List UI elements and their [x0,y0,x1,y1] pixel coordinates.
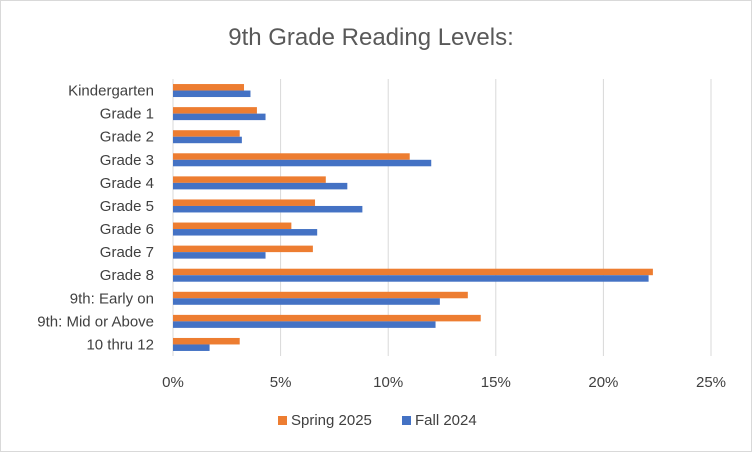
bars [173,84,653,351]
category-label: Kindergarten [68,83,154,100]
bar-fall-2024 [173,182,348,190]
x-tick-label: 25% [696,374,726,391]
bar-spring-2025 [173,199,316,206]
legend-label: Spring 2025 [291,412,372,429]
legend: Spring 2025 Fall 2024 [278,412,477,429]
bar-fall-2024 [173,113,266,121]
x-tick-label: 20% [588,374,618,391]
legend-swatch [402,416,411,425]
bar-fall-2024 [173,205,363,213]
bar-fall-2024 [173,275,649,282]
x-tick-label: 5% [270,374,292,391]
legend-swatch [278,416,287,425]
bar-spring-2025 [173,245,313,253]
x-tick-label: 10% [373,374,403,391]
bar-spring-2025 [173,176,326,183]
bar-fall-2024 [173,136,242,144]
bar-spring-2025 [173,153,410,160]
category-labels: Kindergarten Grade 1 Grade 2 Grade 3 Grade 4… [37,83,154,354]
bar-spring-2025 [173,84,245,91]
bar-fall-2024 [173,159,432,167]
bar-spring-2025 [173,314,481,322]
legend-label: Fall 2024 [415,412,477,429]
bar-spring-2025 [173,337,240,345]
bar-spring-2025 [173,268,653,276]
category-label: Grade 5 [100,198,154,215]
category-label: Grade 4 [100,175,154,192]
x-tick-label: 15% [481,374,511,391]
bar-fall-2024 [173,90,251,98]
bar-fall-2024 [173,229,318,236]
x-tick-label: 0% [162,374,184,391]
category-label: Grade 6 [100,221,154,238]
bar-spring-2025 [173,222,292,230]
category-label: Grade 3 [100,152,154,169]
bar-fall-2024 [173,344,210,351]
category-label: Grade 8 [100,267,154,284]
chart-title: 9th Grade Reading Levels: [228,24,514,51]
category-label: Grade 2 [100,129,154,146]
category-label: 10 thru 12 [86,336,154,353]
gridlines [172,79,712,356]
category-label: Grade 1 [100,106,154,123]
bar-spring-2025 [173,130,240,137]
category-label: 9th: Mid or Above [37,313,154,330]
category-label: Grade 7 [100,244,154,261]
bar-fall-2024 [173,321,436,328]
category-label: 9th: Early on [70,290,154,307]
bar-spring-2025 [173,291,468,299]
x-tick-labels: 0% 5% 10% 15% 20% 25% [162,374,726,391]
bar-fall-2024 [173,298,440,305]
bar-spring-2025 [173,107,257,114]
bar-fall-2024 [173,252,266,259]
